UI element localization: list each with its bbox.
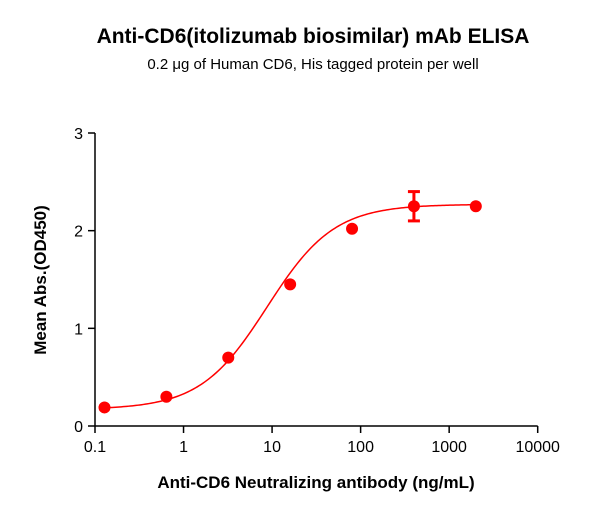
y-tick-label: 0	[74, 419, 83, 436]
data-points	[98, 190, 482, 414]
y-tick-label: 2	[74, 224, 83, 241]
chart-subtitle: 0.2 μg of Human CD6, His tagged protein …	[147, 56, 478, 73]
x-tick-label: 10000	[515, 439, 560, 456]
axes: 0.1 1 10 100 1000 10000 0 1 2 3	[74, 126, 560, 456]
data-point	[284, 278, 297, 291]
data-point	[160, 390, 173, 403]
chart-title: Anti-CD6(itolizumab biosimilar) mAb ELIS…	[97, 25, 530, 48]
data-point	[222, 351, 235, 364]
data-point	[469, 200, 482, 213]
x-tick-label: 100	[347, 439, 374, 456]
data-point	[98, 401, 111, 414]
y-tick-label: 1	[74, 321, 83, 338]
y-tick-label: 3	[74, 126, 83, 143]
fit-curve-group	[104, 203, 476, 409]
x-axis-label: Anti-CD6 Neutralizing antibody (ng/mL)	[157, 473, 474, 492]
x-tick-label: 0.1	[84, 439, 106, 456]
y-axis-label: Mean Abs.(OD450)	[31, 205, 50, 355]
fit-curve	[104, 203, 476, 409]
data-point	[346, 222, 359, 235]
x-tick-label: 1000	[431, 439, 467, 456]
x-tick-label: 10	[263, 439, 281, 456]
data-point	[407, 200, 420, 213]
x-tick-label: 1	[179, 439, 188, 456]
